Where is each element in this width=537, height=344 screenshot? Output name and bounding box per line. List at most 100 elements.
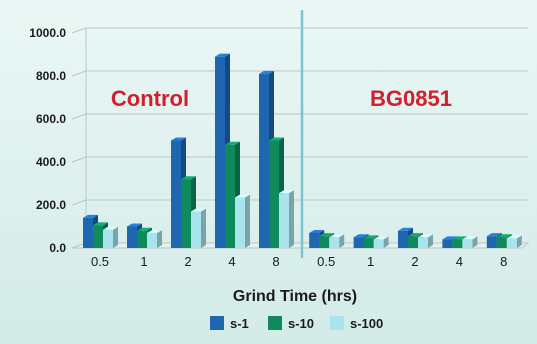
- y-tick-label: 200.0: [36, 198, 66, 212]
- gridline-slant: [71, 27, 87, 34]
- bar-front: [137, 230, 147, 248]
- bar-top: [309, 229, 325, 233]
- bar-front: [259, 73, 269, 248]
- bars-layer: [83, 53, 522, 249]
- bar-front: [462, 239, 473, 248]
- x-axis-label: Grind Time (hrs): [233, 288, 357, 305]
- bar-side: [289, 190, 294, 248]
- bar: [279, 190, 294, 248]
- panel-label-control: Control: [111, 86, 189, 111]
- x-tick-label: 2: [411, 254, 418, 269]
- bar: [418, 234, 433, 248]
- bar-top: [353, 234, 369, 238]
- bar-top: [259, 70, 274, 74]
- bar-front: [83, 217, 93, 248]
- bar: [373, 236, 389, 248]
- bar-top: [408, 233, 423, 237]
- bar-front: [319, 236, 330, 248]
- bar-front: [127, 226, 137, 248]
- x-tick-label: 4: [228, 254, 235, 269]
- bar-front: [103, 229, 113, 248]
- bar: [235, 194, 250, 248]
- bar-front: [373, 239, 384, 248]
- bar-front: [181, 179, 191, 248]
- x-tick-label: 0.5: [91, 254, 109, 269]
- legend-swatch: [210, 316, 224, 330]
- y-tick-label: 1000.0: [29, 26, 66, 40]
- y-tick-label: 0.0: [49, 241, 66, 255]
- y-tick-label: 400.0: [36, 155, 66, 169]
- bar-front: [329, 237, 340, 248]
- bar-top: [269, 137, 284, 141]
- y-tick-layer: 0.0 200.0 400.0 600.0 800.0 1000.0: [29, 26, 66, 255]
- x-tick-label: 4: [456, 254, 463, 269]
- bar-front: [353, 237, 364, 248]
- bar: [103, 226, 118, 248]
- bar-top: [486, 233, 502, 237]
- bar-top: [215, 53, 230, 57]
- bar-top: [147, 229, 162, 233]
- bar-front: [147, 232, 157, 248]
- bar-side: [201, 208, 206, 248]
- bar-top: [279, 190, 294, 194]
- x-tick-label: 8: [272, 254, 279, 269]
- bar-front: [398, 230, 408, 248]
- x-tick-label: 2: [184, 254, 191, 269]
- bar-front: [235, 197, 245, 248]
- bar-top: [329, 234, 345, 238]
- bar-front: [408, 236, 418, 248]
- bar-top: [93, 222, 108, 226]
- x-tick-label: 1: [140, 254, 147, 269]
- bar-front: [309, 232, 320, 248]
- legend-label: s-1: [230, 316, 249, 331]
- bar-top: [127, 223, 142, 227]
- legend: s-1 s-10 s-100: [210, 316, 383, 331]
- bar-top: [506, 235, 522, 239]
- x-tick-label: 8: [500, 254, 507, 269]
- bar-front: [269, 140, 279, 248]
- bar-top: [418, 234, 433, 238]
- bar-side: [245, 194, 250, 248]
- bar-front: [93, 225, 103, 248]
- bar-front: [418, 237, 428, 248]
- bar-front: [496, 237, 507, 248]
- bar-top: [181, 176, 196, 180]
- bar: [191, 208, 206, 248]
- gridline-slant: [71, 70, 87, 77]
- bar-side: [157, 229, 162, 248]
- bar-top: [191, 208, 206, 212]
- bar-front: [171, 140, 181, 248]
- x-tick-layer: 0.5 1 2 4 8 0.5 1 2 4 8: [91, 254, 507, 269]
- bar-front: [506, 238, 517, 248]
- bar-side: [113, 226, 118, 248]
- legend-swatch: [330, 316, 344, 330]
- bar: [329, 234, 345, 248]
- bar-front: [452, 239, 463, 248]
- bar-top: [225, 141, 240, 145]
- y-tick-label: 800.0: [36, 69, 66, 83]
- bar-top: [496, 234, 512, 238]
- bar-side: [472, 236, 478, 248]
- bar-top: [398, 227, 413, 231]
- gridline-slant: [71, 199, 87, 206]
- panel-label-bg0851: BG0851: [370, 86, 452, 111]
- bar: [462, 236, 478, 248]
- bar-front: [191, 211, 201, 248]
- bar-front: [442, 239, 453, 248]
- bar-front: [215, 56, 225, 249]
- bar-top: [363, 235, 379, 239]
- bar-top: [235, 194, 250, 198]
- bar-top: [319, 233, 335, 237]
- bar-front: [279, 193, 289, 248]
- gridline-slant: [71, 156, 87, 163]
- legend-label: s-10: [288, 316, 314, 331]
- legend-label: s-100: [350, 316, 383, 331]
- bar-side: [428, 234, 433, 248]
- x-tick-label: 1: [367, 254, 374, 269]
- bar-top: [171, 137, 186, 141]
- bar-side: [383, 236, 389, 248]
- x-tick-label: 0.5: [317, 254, 335, 269]
- bar-side: [516, 235, 522, 248]
- bar-front: [225, 144, 235, 248]
